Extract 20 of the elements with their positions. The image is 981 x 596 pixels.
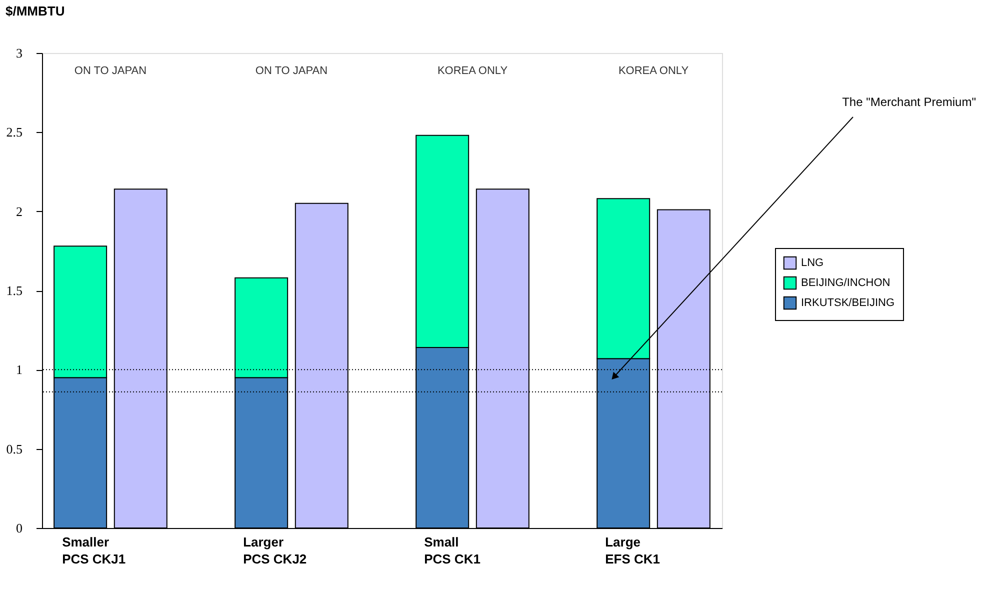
text: The "Merchant Premium" <box>842 95 976 109</box>
annotation: KOREA ONLY <box>618 65 690 77</box>
y-tick-label: 2 <box>16 204 22 219</box>
legend-label: BEIJING/INCHON <box>801 277 890 289</box>
y-tick-label: 1 <box>16 362 22 378</box>
y-axis-title: $/MMBTU <box>6 4 65 18</box>
annotation: ON TO JAPAN <box>255 65 328 77</box>
y-tick-label: 0 <box>16 520 22 536</box>
legend-label: IRKUTSK/BEIJING <box>801 297 895 309</box>
annotation: ON TO JAPAN <box>74 65 147 77</box>
y-tick-label: 3 <box>16 46 22 60</box>
y-tick-label: 1.5 <box>6 283 22 298</box>
y-tick-label: 0.5 <box>6 441 22 456</box>
x-tick-label: Larger PCS CKJ2 <box>243 534 307 566</box>
annotation: KOREA ONLY <box>437 65 508 77</box>
x-tick-label: Smaller PCS CKJ1 <box>62 534 126 566</box>
legend-label: LNG <box>801 257 824 269</box>
x-tick-label: Large EFS CK1 <box>605 534 660 566</box>
y-tick-label: 2.5 <box>6 124 22 140</box>
x-tick-label: Small PCS CK1 <box>424 534 480 566</box>
